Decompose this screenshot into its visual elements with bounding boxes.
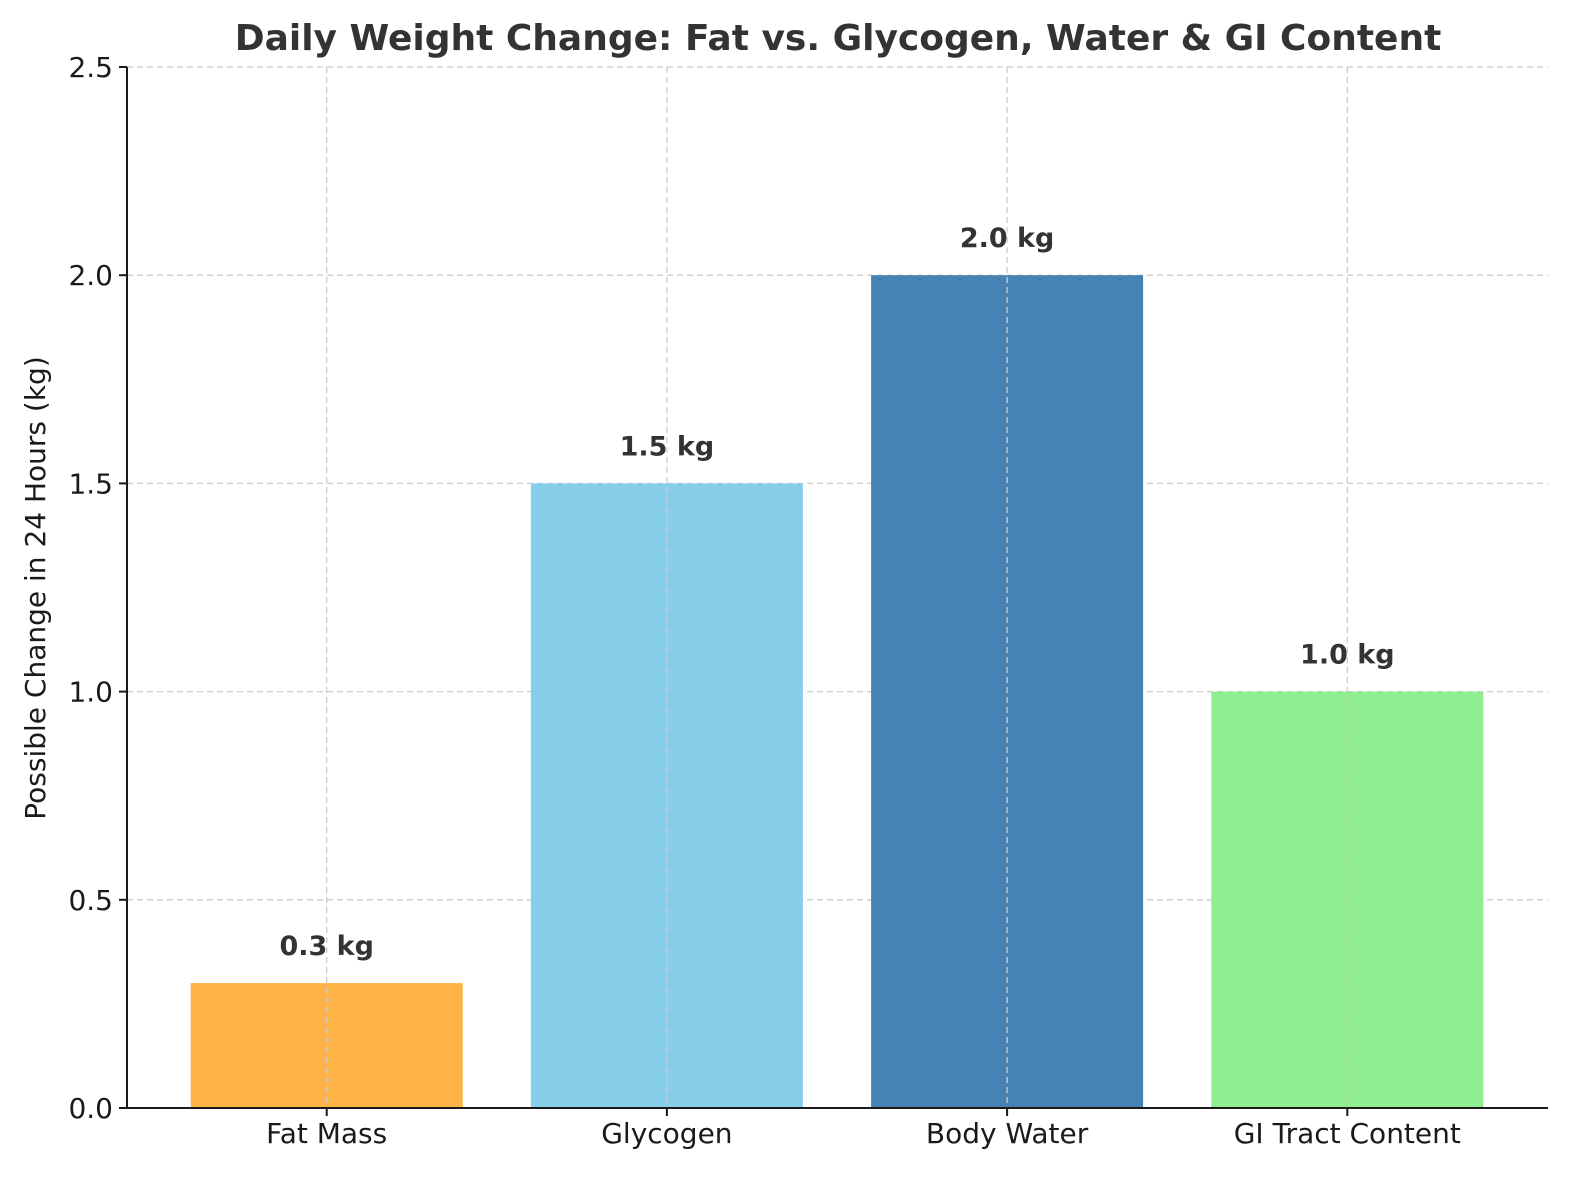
chart-title: Daily Weight Change: Fat vs. Glycogen, W…: [235, 18, 1442, 59]
y-tick-label: 0.5: [68, 884, 113, 917]
y-tick-label: 1.0: [68, 676, 113, 709]
y-tick-label: 1.5: [68, 467, 113, 500]
y-tick-label: 0.0: [68, 1092, 113, 1125]
y-axis-label: Possible Change in 24 Hours (kg): [19, 356, 52, 819]
data-label: 1.5 kg: [620, 431, 715, 462]
x-tick-label: Glycogen: [601, 1117, 732, 1150]
data-label: 1.0 kg: [1300, 640, 1395, 671]
data-label: 0.3 kg: [279, 931, 374, 962]
axes: 0.0 0.5 1.0 1.5 2.0 2.5 Fat Mass Glycogen Body W…: [68, 51, 1548, 1150]
x-tick-label: GI Tract Content: [1234, 1117, 1461, 1150]
data-label: 2.0 kg: [960, 223, 1055, 254]
y-tick-label: 2.0: [68, 259, 113, 292]
data-labels: 0.3 kg 1.5 kg 2.0 kg 1.0 kg: [279, 67, 1395, 1108]
x-tick-label: Fat Mass: [266, 1117, 387, 1150]
y-tick-label: 2.5: [68, 51, 113, 84]
x-tick-label: Body Water: [926, 1117, 1089, 1150]
